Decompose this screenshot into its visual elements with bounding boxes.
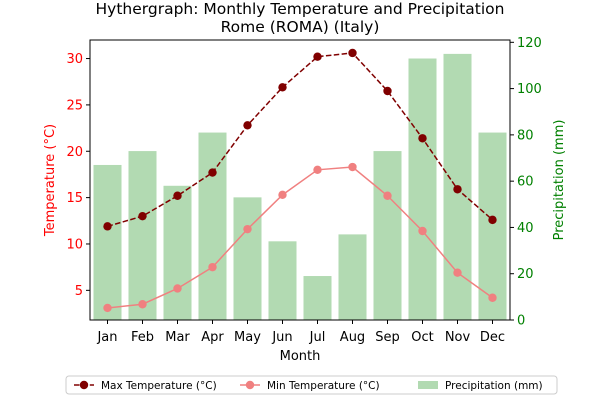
legend: Max Temperature (°C) Min Temperature (°C)… <box>65 375 558 395</box>
right-tick-label: 40 <box>517 221 534 236</box>
precipitation-bar <box>373 151 402 320</box>
max-temperature-c-point <box>138 211 147 221</box>
x-tick-label: Jan <box>96 330 117 345</box>
left-tick-label: 5 <box>75 284 83 299</box>
min-temperature-c-point <box>488 293 497 302</box>
x-tick-label: Mar <box>165 330 190 345</box>
legend-marker-min-temperature-c <box>245 380 255 390</box>
max-temperature-c-point <box>278 83 287 92</box>
x-tick-label: Sep <box>375 330 400 345</box>
left-y-axis: 5 10 15 20 25 30 <box>66 52 90 299</box>
plot-frame <box>89 39 511 321</box>
max-temperature-c-point <box>453 185 462 194</box>
max-temperature-c-point <box>243 121 252 130</box>
left-tick-label: 15 <box>66 191 83 206</box>
precipitation-bar <box>163 185 192 320</box>
legend-label: Max Temperature (°C) <box>101 380 217 392</box>
min-temperature-c-point <box>208 262 217 272</box>
right-y-axis: 0 20 40 60 80 100 120 <box>510 36 542 329</box>
right-tick-label: 20 <box>517 267 534 282</box>
x-tick-label: Dec <box>480 330 505 345</box>
legend-marker-max-temperature-c <box>79 380 89 390</box>
x-tick-label: May <box>234 330 261 345</box>
left-tick-label: 10 <box>66 237 83 252</box>
min-temperature-c-point <box>173 284 182 293</box>
min-temperature-c-line <box>107 166 493 309</box>
min-temperature-c-point <box>348 162 357 172</box>
temperature-lines <box>103 48 497 313</box>
min-temperature-c-point <box>243 224 252 234</box>
right-tick-label: 120 <box>517 36 542 51</box>
max-temperature-c-point <box>418 134 427 143</box>
max-temperature-c-point <box>383 86 392 96</box>
min-temperature-c-point <box>278 190 287 200</box>
right-tick-label: 0 <box>517 314 525 329</box>
precipitation-bar <box>338 234 367 320</box>
max-temperature-c-point <box>208 168 217 177</box>
max-temperature-c-point <box>348 48 357 58</box>
precipitation-bar <box>233 197 262 320</box>
right-tick-label: 100 <box>517 82 542 97</box>
precipitation-bar <box>128 151 157 320</box>
precipitation-bar <box>478 132 507 320</box>
left-tick-label: 25 <box>66 98 83 113</box>
min-temperature-c-point <box>418 226 427 236</box>
right-tick-label: 60 <box>517 175 534 190</box>
min-temperature-c-point <box>383 191 392 200</box>
precipitation-bars <box>93 53 507 321</box>
max-temperature-c-point <box>488 215 497 225</box>
min-temperature-c-point <box>453 268 462 277</box>
chart-title: Hythergraph: Monthly Temperature and Pre… <box>96 0 505 18</box>
left-tick-label: 20 <box>66 145 83 160</box>
right-y-axis-label: Precipitation (mm) <box>552 120 567 241</box>
max-temperature-c-line <box>107 52 493 228</box>
right-tick-label: 80 <box>517 128 534 143</box>
x-tick-label: Apr <box>201 330 224 345</box>
legend-label: Precipitation (mm) <box>445 380 543 392</box>
x-axis: Jan Feb Mar Apr May Jun Jul Aug Sep Oct Nov Dec <box>96 320 505 345</box>
x-tick-label: Aug <box>340 330 365 345</box>
min-temperature-c-point <box>313 165 322 175</box>
left-tick-label: 30 <box>66 52 83 67</box>
x-tick-label: Jun <box>271 330 292 345</box>
precipitation-bar <box>408 58 437 321</box>
x-tick-label: Jul <box>309 330 326 345</box>
legend-label: Min Temperature (°C) <box>267 380 380 392</box>
x-axis-label: Month <box>280 349 321 364</box>
max-temperature-c-point <box>103 222 112 231</box>
left-y-axis-label: Temperature (°C) <box>43 124 58 237</box>
precipitation-bar <box>268 241 297 320</box>
precipitation-bar <box>303 276 332 320</box>
precipitation-bar <box>93 164 122 320</box>
legend-swatch-precipitation-mm <box>418 381 438 389</box>
min-temperature-c-point <box>103 303 112 313</box>
x-tick-label: Oct <box>411 330 433 345</box>
precipitation-bar <box>198 132 227 320</box>
max-temperature-c-point <box>313 52 322 61</box>
legend-frame <box>65 375 558 395</box>
chart-subtitle: Rome (ROMA) (Italy) <box>221 18 380 36</box>
x-tick-label: Nov <box>445 330 471 345</box>
max-temperature-c-point <box>173 191 182 200</box>
x-tick-label: Feb <box>131 330 154 345</box>
min-temperature-c-point <box>138 300 147 309</box>
